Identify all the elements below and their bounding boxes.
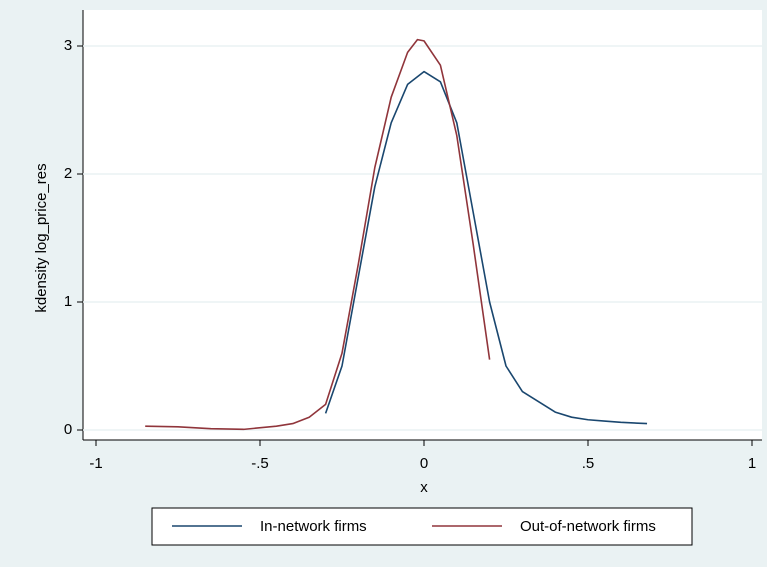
legend-label: Out-of-network firms	[520, 518, 656, 535]
y-tick-label: 3	[64, 37, 72, 54]
x-axis-label: x	[420, 479, 428, 496]
y-tick-label: 1	[64, 293, 72, 310]
line-series	[145, 38, 491, 431]
plot-area	[83, 10, 762, 440]
x-tick-label: -.5	[251, 455, 269, 472]
y-tick-label: 0	[64, 421, 72, 438]
x-tick-label: 0	[420, 455, 428, 472]
x-tick-label: -1	[89, 455, 102, 472]
x-tick-label: .5	[582, 455, 595, 472]
line-series	[324, 70, 648, 425]
y-tick-label: 2	[64, 165, 72, 182]
x-tick-label: 1	[748, 455, 756, 472]
legend-label: In-network firms	[260, 518, 367, 535]
y-axis-label: kdensity log_price_res	[33, 163, 50, 312]
